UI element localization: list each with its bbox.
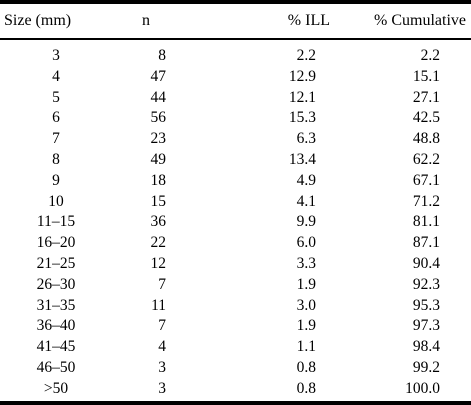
cell-size: 31–35 — [36, 296, 76, 314]
table-row: 4 47 12.9 15.1 — [0, 67, 471, 88]
cell-n: 56 — [150, 109, 167, 127]
cell-size: 16–20 — [36, 234, 76, 252]
cell-size: 5 — [52, 88, 60, 106]
cell-cumulative: 62.2 — [412, 150, 440, 168]
table-body: 3 8 2.2 2.2 4 47 12.9 15.1 5 44 12.1 27.… — [0, 46, 471, 400]
cell-ill: 0.8 — [296, 379, 316, 397]
cell-ill: 3.3 — [296, 254, 316, 272]
cell-ill: 3.0 — [296, 296, 316, 314]
cell-size: 4 — [52, 67, 60, 85]
cell-n: 15 — [150, 192, 167, 210]
cell-cumulative: 42.5 — [412, 109, 440, 127]
cell-ill: 9.9 — [296, 213, 316, 231]
cell-n: 3 — [158, 379, 166, 397]
cell-cumulative: 92.3 — [412, 275, 440, 293]
cell-cumulative: 98.4 — [412, 338, 440, 356]
cell-cumulative: 95.3 — [412, 296, 440, 314]
table-row: 8 49 13.4 62.2 — [0, 150, 471, 171]
table-row: 3 8 2.2 2.2 — [0, 46, 471, 67]
table-row: 11–15 36 9.9 81.1 — [0, 212, 471, 233]
table-row: 9 18 4.9 67.1 — [0, 171, 471, 192]
table-row: 5 44 12.1 27.1 — [0, 88, 471, 109]
table-row: 26–30 7 1.9 92.3 — [0, 275, 471, 296]
cell-n: 22 — [150, 234, 167, 252]
cell-size: 26–30 — [36, 275, 76, 293]
cell-ill: 1.1 — [296, 338, 316, 356]
table-header: Size (mm) n % ILL % Cumulative — [0, 8, 471, 34]
table-row: 36–40 7 1.9 97.3 — [0, 316, 471, 337]
table-row: 21–25 12 3.3 90.4 — [0, 254, 471, 275]
bottom-rule — [0, 401, 471, 405]
cell-size: >50 — [43, 379, 69, 397]
cell-n: 7 — [158, 275, 166, 293]
header-cumulative: % Cumulative — [374, 12, 466, 29]
cell-ill: 1.9 — [296, 317, 316, 335]
cell-cumulative: 97.3 — [412, 317, 440, 335]
cell-n: 12 — [150, 254, 167, 272]
cell-cumulative: 87.1 — [412, 234, 440, 252]
cell-ill: 15.3 — [288, 109, 316, 127]
header-rule — [0, 38, 471, 40]
cell-size: 11–15 — [36, 213, 76, 231]
cell-size: 7 — [52, 130, 60, 148]
table-row: 31–35 11 3.0 95.3 — [0, 296, 471, 317]
cell-ill: 0.8 — [296, 358, 316, 376]
cell-ill: 1.9 — [296, 275, 316, 293]
cell-cumulative: 48.8 — [412, 130, 440, 148]
cell-size: 3 — [52, 47, 60, 64]
cell-cumulative: 90.4 — [412, 254, 440, 272]
cell-ill: 6.0 — [296, 234, 316, 252]
cell-cumulative: 81.1 — [412, 213, 440, 231]
cell-n: 47 — [150, 67, 167, 85]
cell-size: 41–45 — [36, 338, 76, 356]
cell-ill: 2.2 — [296, 47, 316, 64]
table-row: 6 56 15.3 42.5 — [0, 108, 471, 129]
header-size: Size (mm) — [4, 12, 72, 29]
cell-size: 36–40 — [36, 317, 76, 335]
cell-n: 49 — [150, 150, 167, 168]
cell-n: 3 — [158, 358, 166, 376]
cell-ill: 6.3 — [296, 130, 316, 148]
cell-ill: 4.1 — [296, 192, 316, 210]
cell-n: 44 — [150, 88, 167, 106]
cell-size: 21–25 — [36, 254, 76, 272]
cell-cumulative: 15.1 — [412, 67, 440, 85]
table-row: 7 23 6.3 48.8 — [0, 129, 471, 150]
cell-cumulative: 71.2 — [412, 192, 440, 210]
table-row: >50 3 0.8 100.0 — [0, 379, 471, 400]
cell-n: 8 — [158, 47, 166, 64]
cell-ill: 12.1 — [288, 88, 316, 106]
cell-n: 23 — [150, 130, 167, 148]
table-row: 46–50 3 0.8 99.2 — [0, 358, 471, 379]
top-rule — [0, 0, 471, 4]
cell-n: 36 — [150, 213, 167, 231]
cell-cumulative: 2.2 — [420, 47, 440, 64]
cell-size: 6 — [52, 109, 60, 127]
cell-size: 46–50 — [36, 358, 76, 376]
cell-cumulative: 100.0 — [405, 379, 440, 397]
table-row: 16–20 22 6.0 87.1 — [0, 233, 471, 254]
cell-cumulative: 27.1 — [412, 88, 440, 106]
cell-ill: 12.9 — [288, 67, 316, 85]
table-row: 41–45 4 1.1 98.4 — [0, 337, 471, 358]
cell-size: 8 — [52, 150, 60, 168]
cell-size: 9 — [52, 171, 60, 189]
header-ill: % ILL — [287, 12, 330, 29]
cell-n: 11 — [151, 296, 166, 314]
cell-cumulative: 67.1 — [412, 171, 440, 189]
cell-n: 18 — [150, 171, 167, 189]
table-row: 10 15 4.1 71.2 — [0, 192, 471, 213]
cell-cumulative: 99.2 — [412, 358, 440, 376]
cell-n: 7 — [158, 317, 166, 335]
cell-size: 10 — [48, 192, 64, 210]
cell-ill: 13.4 — [288, 150, 316, 168]
cell-n: 4 — [158, 338, 166, 356]
cell-ill: 4.9 — [296, 171, 316, 189]
header-n: n — [142, 12, 150, 29]
